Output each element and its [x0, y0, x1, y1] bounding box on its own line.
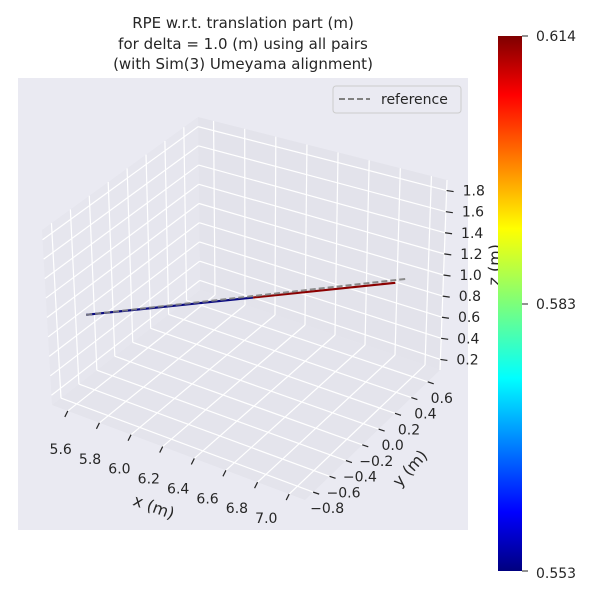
x-tick-label: 6.0 — [108, 462, 130, 478]
x-tick-label: 6.8 — [226, 501, 248, 517]
z-tick — [442, 295, 450, 298]
y-tick-label: 0.2 — [398, 422, 420, 438]
z-gridline — [48, 241, 200, 357]
title-line-1: RPE w.r.t. translation part (m) — [132, 14, 354, 32]
z-gridline — [42, 126, 199, 241]
x-tick — [254, 481, 259, 489]
z-tick — [444, 232, 453, 235]
y-tick-label: −0.8 — [310, 501, 344, 517]
x-tick-label: 7.0 — [255, 511, 277, 527]
colorbar-gradient — [498, 36, 522, 571]
x-tick — [95, 422, 100, 430]
x-gridline — [67, 294, 216, 412]
z-gridline — [44, 164, 199, 280]
x-tick — [64, 410, 69, 418]
z-tick-label: 0.8 — [459, 289, 481, 305]
z-tick-label: 1.4 — [461, 226, 483, 242]
y-tick — [312, 491, 320, 495]
y-tick-label: 0.4 — [414, 407, 436, 423]
y-tick-label: 0.6 — [431, 391, 453, 407]
x-tick — [285, 493, 290, 501]
y-tick — [362, 444, 369, 448]
y-gridline — [150, 327, 396, 414]
z-gridline — [199, 279, 441, 361]
legend-reference-label: reference — [381, 92, 448, 108]
y-gridline — [132, 341, 379, 430]
x-tick — [127, 434, 132, 441]
y-gridline — [96, 369, 347, 462]
z-gridline — [197, 126, 447, 192]
x-gridline — [162, 324, 306, 448]
y-tick — [394, 412, 402, 416]
z-gridline — [45, 183, 200, 299]
z-tick — [443, 274, 451, 277]
z-tick-label: 1.0 — [460, 268, 482, 284]
z-gridline — [199, 222, 443, 297]
y-tick — [378, 428, 385, 432]
z-gridline — [198, 164, 446, 234]
z-tick-label: 0.2 — [456, 352, 478, 368]
x-gridline — [193, 334, 336, 459]
back-pane — [198, 117, 447, 370]
colorbar-mid-label: 0.583 — [536, 297, 576, 313]
z-gridline — [199, 260, 442, 339]
z-tick-label: 0.6 — [458, 310, 480, 326]
z-tick-label: 1.2 — [460, 247, 482, 263]
z-tick — [446, 189, 454, 193]
y-gridline — [60, 397, 314, 493]
z-gridline — [51, 279, 201, 396]
floor-pane — [52, 290, 440, 500]
y-tick-label: 0.0 — [382, 438, 404, 454]
y-tick-label: −0.6 — [327, 485, 361, 501]
x-tick-label: 6.2 — [138, 472, 160, 488]
z-tick-label: 0.4 — [457, 331, 479, 347]
x-gridline — [257, 354, 396, 483]
x-tick — [190, 458, 195, 465]
title-line-2: for delta = 1.0 (m) using all pairs — [118, 35, 368, 53]
left-pane — [42, 117, 200, 405]
title-line-3: (with Sim(3) Umeyama alignment) — [113, 55, 373, 73]
x-gridline — [288, 364, 426, 495]
z-tick — [444, 253, 452, 256]
z-gridline — [47, 222, 200, 338]
x-gridline — [225, 344, 366, 471]
z-tick — [445, 211, 453, 214]
z-tick — [441, 337, 449, 340]
z-tick-label: 1.8 — [463, 184, 485, 200]
x-tick — [159, 446, 164, 453]
y-gridline — [168, 313, 412, 399]
x-tick-label: 5.8 — [79, 452, 101, 468]
z-gridline — [198, 202, 444, 276]
z-gridline — [43, 145, 199, 260]
legend: reference — [332, 85, 462, 114]
x-tick-label: 6.4 — [167, 481, 189, 497]
colorbar-min-label: 0.553 — [536, 566, 576, 582]
y-tick-label: −0.2 — [359, 454, 393, 470]
y-tick — [427, 381, 434, 385]
colorbar-max-label: 0.614 — [536, 29, 576, 45]
z-gridline — [49, 260, 201, 377]
z-gridline — [46, 203, 200, 318]
x-tick — [222, 470, 227, 477]
z-tick — [440, 358, 448, 362]
z-gridline — [198, 145, 446, 213]
y-tick — [345, 460, 353, 464]
x-tick-label: 6.6 — [196, 491, 218, 507]
x-gridline — [130, 314, 276, 436]
y-tick — [329, 475, 336, 479]
colorbar: 0.614 0.583 0.553 — [498, 29, 576, 582]
y-gridline — [186, 299, 428, 383]
z-tick — [441, 316, 450, 319]
z-gridline — [198, 183, 445, 255]
x-gridline — [99, 304, 246, 424]
z-gridline — [199, 241, 443, 318]
y-tick-label: −0.4 — [343, 470, 377, 486]
trajectory-high-error-segment — [252, 281, 396, 299]
x-tick-label: 5.6 — [50, 442, 72, 458]
y-gridline — [78, 383, 330, 477]
y-gridline — [114, 355, 363, 446]
z-tick-label: 1.6 — [462, 205, 484, 221]
y-tick — [411, 397, 418, 401]
